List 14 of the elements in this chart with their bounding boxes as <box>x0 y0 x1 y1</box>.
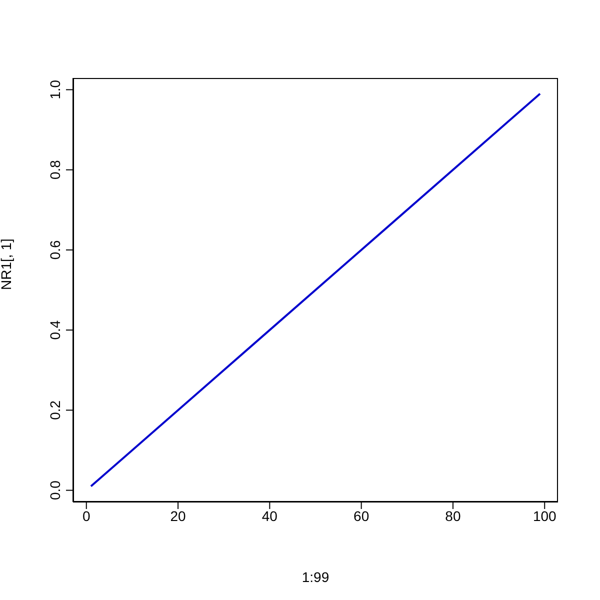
y-tick-label: 1.0 <box>47 80 63 100</box>
x-tick-label: 100 <box>532 508 557 524</box>
y-tick-label: 0.2 <box>47 400 63 420</box>
x-tick-label: 20 <box>170 508 186 524</box>
x-tick-label: 80 <box>445 508 461 524</box>
x-axis-title: 1:99 <box>302 569 330 585</box>
y-tick-label: 0.6 <box>47 240 63 260</box>
y-tick-label: 0.8 <box>47 160 63 180</box>
y-tick-label: 0.4 <box>47 320 63 340</box>
x-tick-label: 0 <box>82 508 90 524</box>
x-tick-label: 60 <box>354 508 370 524</box>
y-axis-title: NR1[, 1] <box>0 238 14 290</box>
y-tick-label: 0.0 <box>47 480 63 500</box>
x-tick-label: 40 <box>262 508 278 524</box>
